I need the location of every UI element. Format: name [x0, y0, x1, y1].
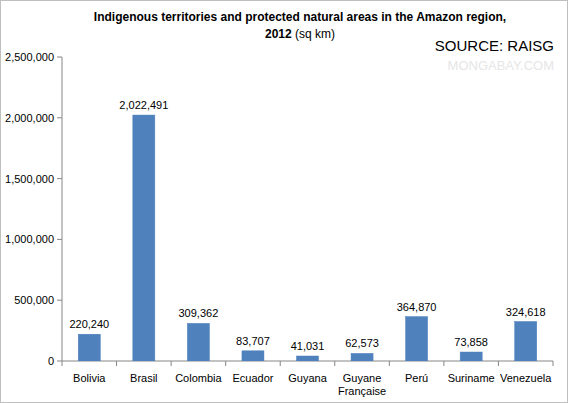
x-tick-label: Perú: [405, 372, 428, 384]
x-tick-label: Suriname: [448, 372, 495, 384]
x-tick: [389, 361, 390, 366]
x-tick: [62, 361, 63, 366]
bar: [78, 334, 100, 361]
x-tick-label: Venezuela: [500, 372, 552, 384]
data-label: 83,707: [236, 335, 270, 347]
x-tick-label: Colombia: [175, 372, 222, 384]
y-tick: [57, 239, 62, 240]
y-tick-label: 2,500,000: [5, 51, 54, 63]
x-tick-label: Brasil: [130, 372, 158, 384]
y-axis: [62, 57, 63, 361]
chart: Indigenous territories and protected nat…: [0, 0, 568, 403]
data-label: 62,573: [345, 337, 379, 349]
y-tick: [57, 361, 62, 362]
bar: [351, 353, 373, 361]
x-tick: [334, 361, 335, 366]
y-tick: [57, 117, 62, 118]
frame: [1, 1, 568, 403]
data-label: 364,870: [397, 301, 437, 313]
source-note: SOURCE: RAISG: [435, 37, 554, 54]
chart-root: Indigenous territories and protected nat…: [0, 0, 568, 403]
x-tick: [280, 361, 281, 366]
x-tick: [171, 361, 172, 366]
data-label: 73,858: [454, 336, 488, 348]
x-tick-label: Ecuador: [232, 372, 273, 384]
data-label: 324,618: [506, 306, 546, 318]
bar: [242, 351, 264, 361]
y-tick-label: 2,000,000: [5, 112, 54, 124]
x-tick-label: Bolivia: [73, 372, 106, 384]
data-label: 2,022,491: [119, 99, 168, 111]
watermark: MONGABAY.COM: [448, 58, 554, 73]
data-label: 220,240: [69, 318, 109, 330]
x-tick: [116, 361, 117, 366]
x-tick-label: GuyaneFrançaise: [338, 372, 386, 397]
data-label: 41,031: [291, 340, 325, 352]
x-tick: [443, 361, 444, 366]
bar: [460, 352, 482, 361]
y-tick-label: 1,500,000: [5, 173, 54, 185]
y-tick: [57, 57, 62, 58]
bar: [297, 356, 319, 361]
y-tick: [57, 300, 62, 301]
y-tick-label: 0: [48, 355, 54, 367]
bar: [406, 317, 428, 361]
x-tick: [553, 361, 554, 366]
y-tick: [57, 178, 62, 179]
bar: [515, 322, 537, 361]
y-tick-label: 1,000,000: [5, 233, 54, 245]
y-tick-label: 500,000: [14, 294, 54, 306]
data-label: 309,362: [179, 307, 219, 319]
x-tick: [498, 361, 499, 366]
x-tick: [225, 361, 226, 366]
bars: [78, 115, 536, 361]
bar: [187, 323, 209, 361]
x-tick-label: Guyana: [288, 372, 327, 384]
bar: [133, 115, 155, 361]
